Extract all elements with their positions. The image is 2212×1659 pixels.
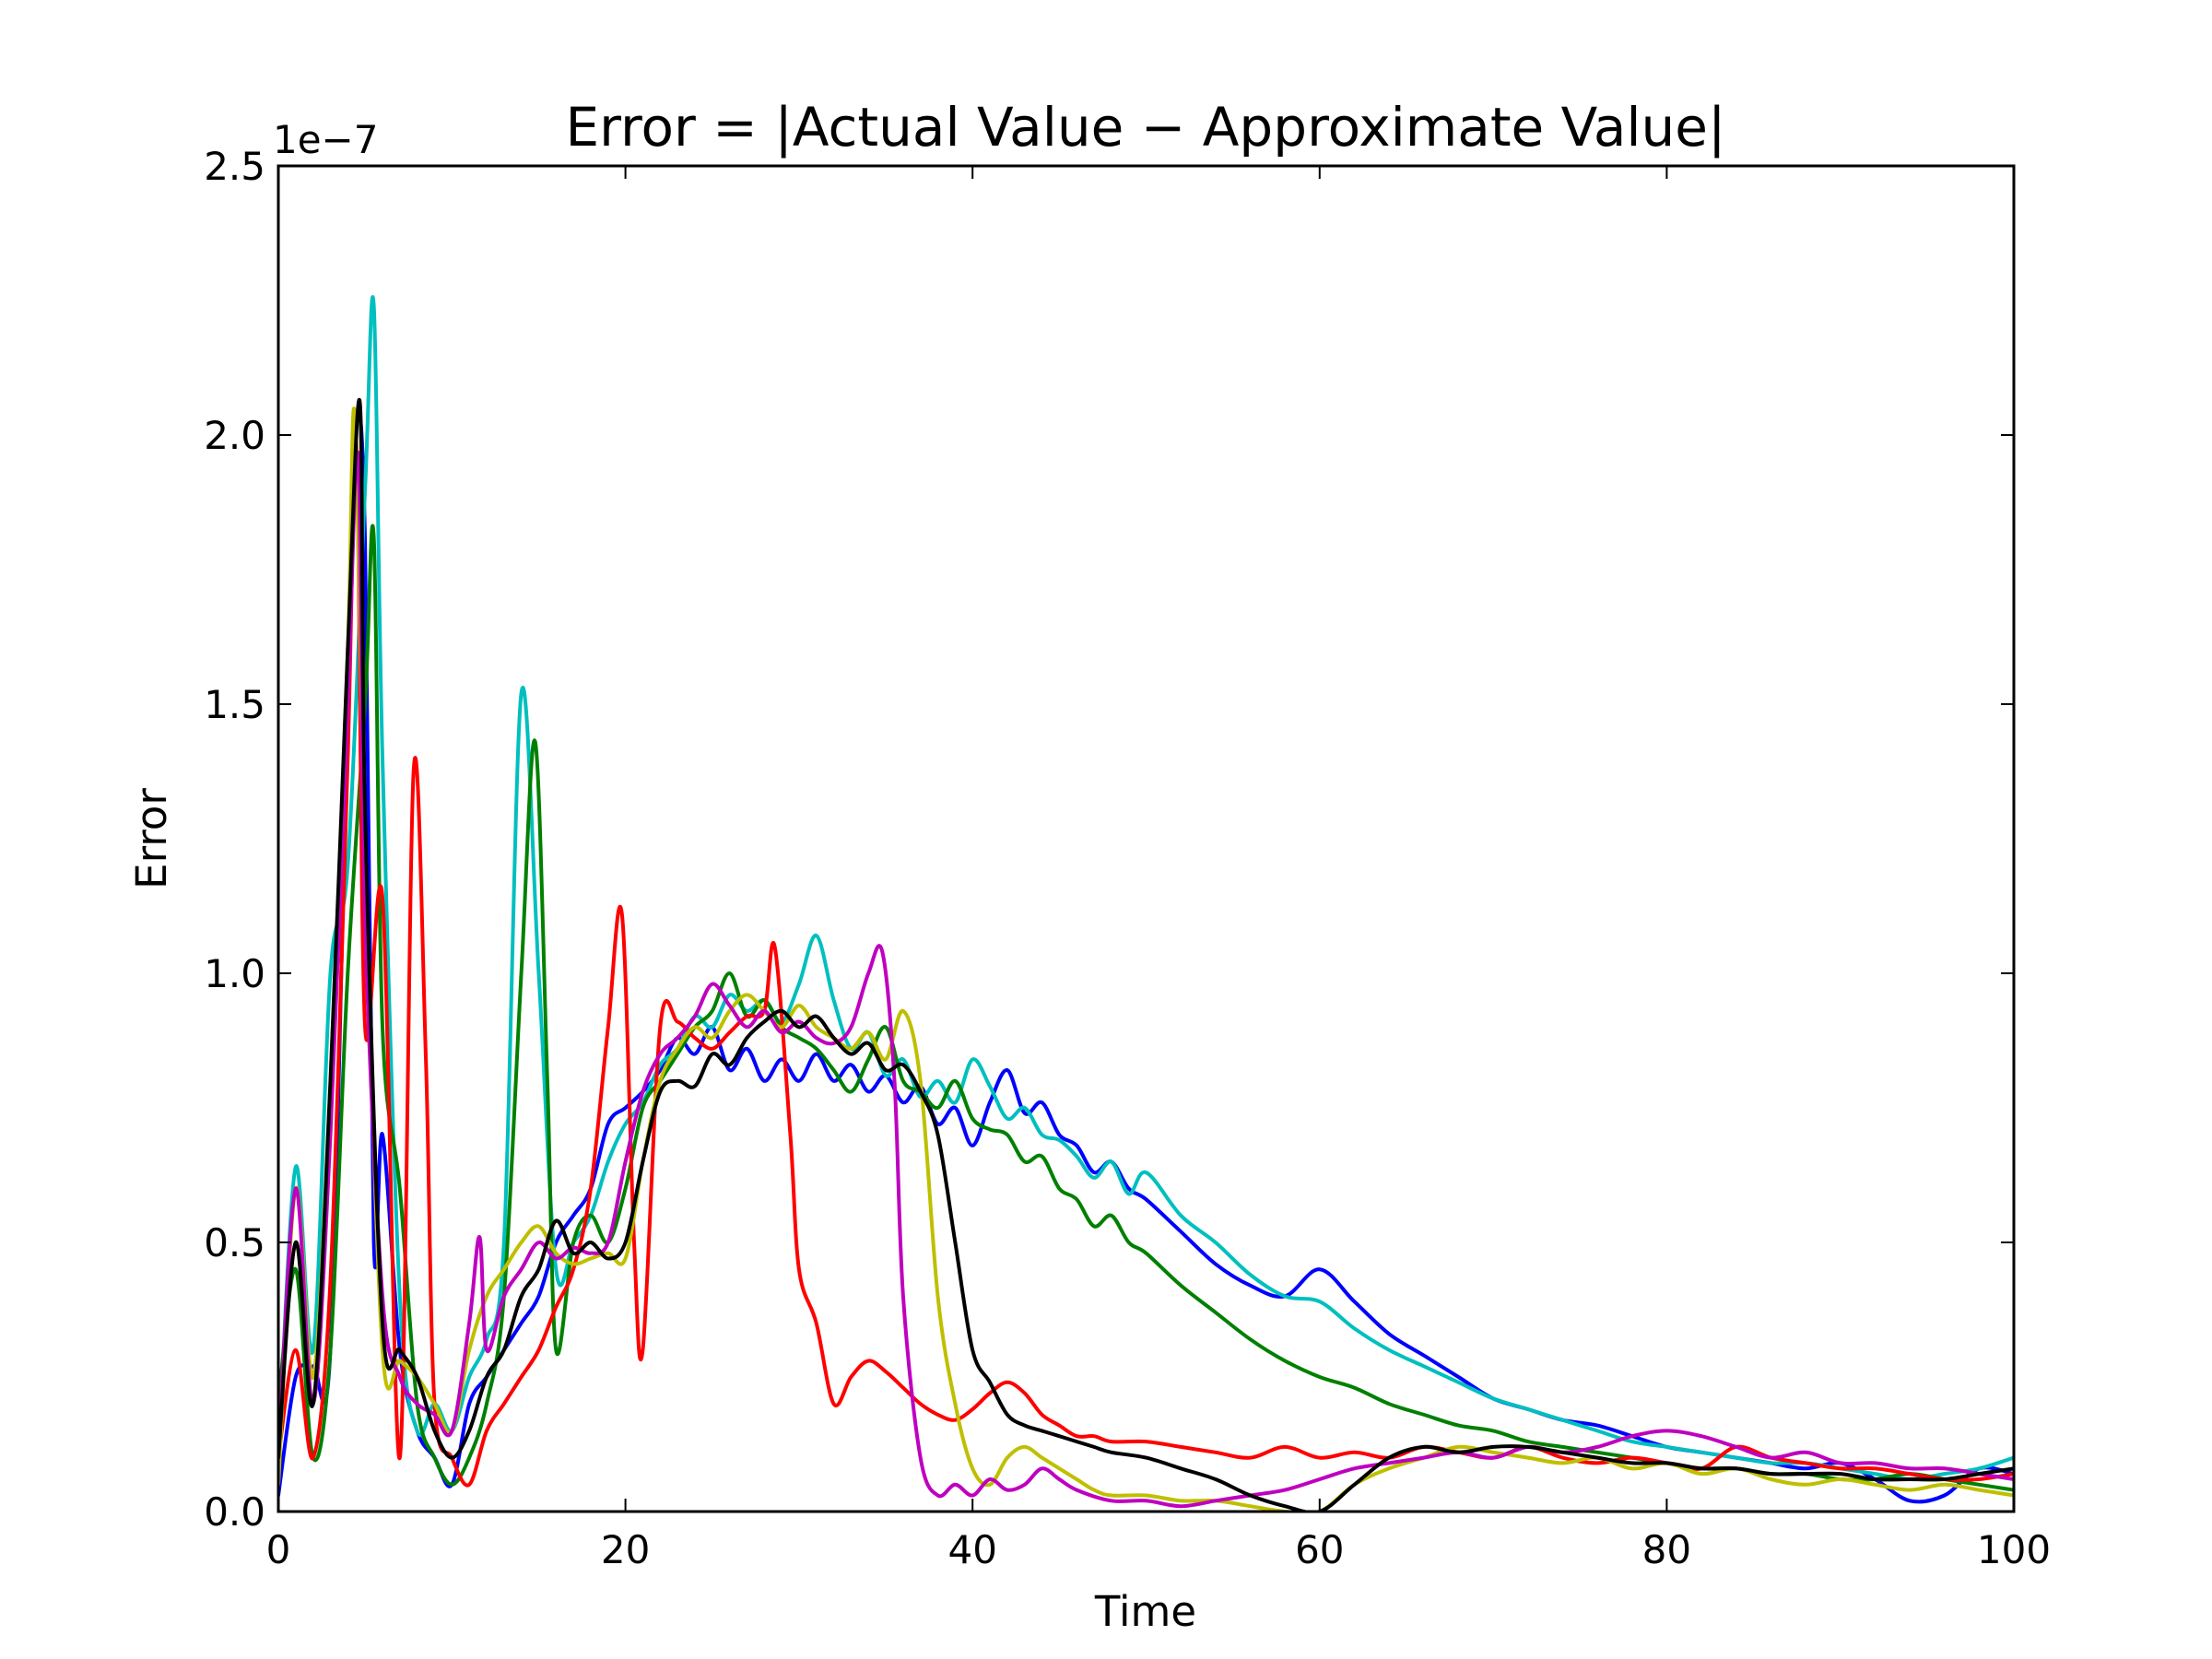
series-layer bbox=[278, 295, 2014, 1512]
y-tick-label: 2.5 bbox=[204, 144, 265, 189]
series-line-2 bbox=[278, 295, 2014, 1481]
y-tick-label: 2.0 bbox=[204, 413, 265, 458]
x-tick-label: 80 bbox=[1642, 1527, 1691, 1572]
y-tick-label: 0.0 bbox=[204, 1489, 265, 1535]
x-tick-label: 20 bbox=[601, 1527, 650, 1572]
y-tick-label: 0.5 bbox=[204, 1220, 265, 1265]
y-axis-offset-label: 1e−7 bbox=[273, 117, 378, 162]
x-tick-label: 60 bbox=[1295, 1527, 1344, 1572]
y-tick-label: 1.0 bbox=[204, 951, 265, 996]
series-line-3 bbox=[278, 524, 2014, 1492]
x-tick-label: 100 bbox=[1977, 1527, 2051, 1572]
plot-frame bbox=[276, 164, 2016, 1513]
x-tick-label: 0 bbox=[266, 1527, 291, 1572]
chart-title: Error = |Actual Value − Approximate Valu… bbox=[565, 96, 1725, 159]
y-axis-label: Error bbox=[127, 788, 176, 889]
y-tick-label: 1.5 bbox=[204, 682, 265, 727]
x-axis: 0 20 40 60 80 100 bbox=[266, 166, 2051, 1572]
x-tick-label: 40 bbox=[947, 1527, 996, 1572]
x-axis-label: Time bbox=[1094, 1587, 1196, 1636]
y-axis: 0.0 0.5 1.0 1.5 2.0 2.5 bbox=[204, 144, 2014, 1535]
series-line-7 bbox=[278, 398, 2014, 1512]
